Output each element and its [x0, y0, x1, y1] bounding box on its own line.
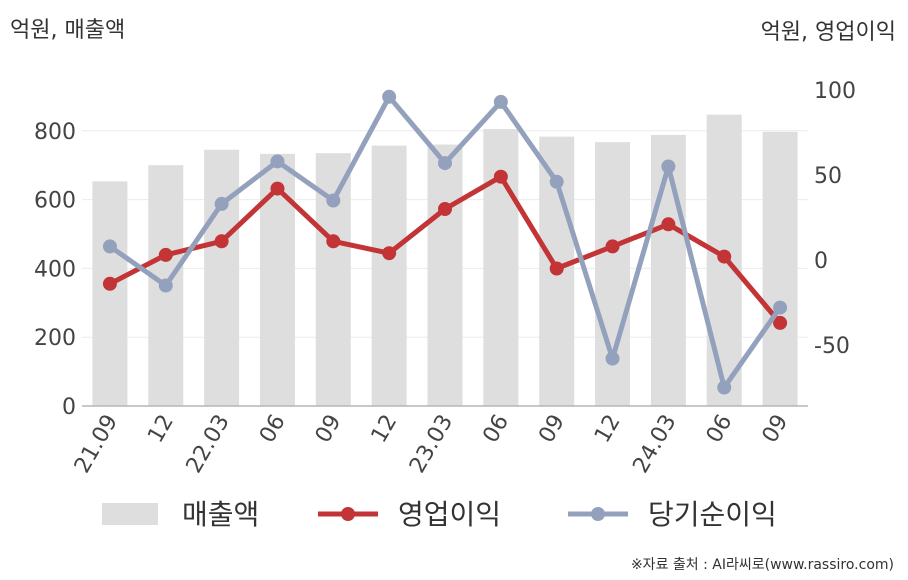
right-tick-label: 100 [814, 79, 856, 104]
category-label: 06 [255, 411, 291, 448]
series-point [102, 239, 117, 254]
series-point [438, 156, 452, 171]
series-point [717, 380, 732, 395]
revenue-bar [595, 142, 631, 407]
category-label: 23.03 [405, 411, 458, 478]
series-point [773, 315, 788, 330]
series-point [605, 239, 620, 254]
series-point [214, 234, 229, 249]
series-point [773, 300, 788, 315]
right-axis-unit: 억원, 영업이익 [760, 20, 896, 45]
category-label: 06 [702, 411, 738, 448]
series-point [382, 246, 397, 261]
legend-marker [341, 507, 355, 521]
category-label: 09 [534, 411, 570, 448]
left-tick-label: 800 [34, 120, 76, 145]
left-tick-label: 600 [34, 189, 76, 214]
revenue-bar [371, 145, 407, 407]
series-point [270, 181, 285, 196]
category-label: 09 [758, 411, 794, 448]
revenue-bar [259, 153, 295, 406]
category-label: 12 [367, 411, 403, 448]
legend-swatch [102, 503, 158, 525]
left-tick-label: 200 [34, 326, 76, 351]
left-axis-unit: 억원, 매출액 [10, 18, 126, 43]
revenue-bar [762, 131, 798, 406]
category-label: 22.03 [182, 411, 235, 478]
series-point [493, 169, 508, 184]
right-tick-label: 50 [814, 164, 842, 189]
legend: 매출액 영업이익 당기순이익 [102, 498, 777, 531]
legend-label: 매출액 [182, 498, 259, 531]
series-point [438, 202, 452, 216]
series-point [661, 217, 676, 232]
series-point [549, 174, 564, 189]
series-point [661, 159, 676, 174]
category-label: 06 [478, 411, 514, 448]
series-point [158, 247, 173, 262]
category-label: 09 [311, 411, 347, 448]
legend-marker [591, 507, 605, 521]
legend-label: 영업이익 [398, 498, 501, 531]
series-point [605, 351, 620, 366]
category-label: 12 [143, 411, 179, 448]
legend-label: 당기순이익 [648, 498, 777, 531]
series-point [326, 193, 341, 208]
series-point [382, 89, 397, 104]
category-label: 24.03 [628, 411, 681, 478]
revenue-bar [204, 149, 240, 406]
series-point [717, 249, 732, 264]
revenue-bar [92, 181, 128, 406]
revenue-bar [427, 144, 463, 406]
series-point [326, 234, 341, 249]
left-tick-label: 400 [34, 257, 76, 282]
series-point [214, 196, 229, 211]
right-tick-label: -50 [814, 334, 850, 359]
series-point [493, 94, 508, 109]
category-label: 12 [590, 411, 626, 448]
revenue-bar [650, 134, 686, 407]
source-note: ※자료 출처 : AI라씨로(www.rassiro.com) [630, 557, 894, 573]
series-point [549, 261, 564, 276]
right-tick-label: 0 [814, 249, 828, 274]
series-point [102, 276, 117, 291]
profit-lines [102, 89, 788, 395]
left-tick-label: 0 [62, 395, 76, 420]
category-label: 21.09 [70, 411, 123, 478]
series-point [270, 154, 285, 169]
series-point [158, 278, 173, 293]
